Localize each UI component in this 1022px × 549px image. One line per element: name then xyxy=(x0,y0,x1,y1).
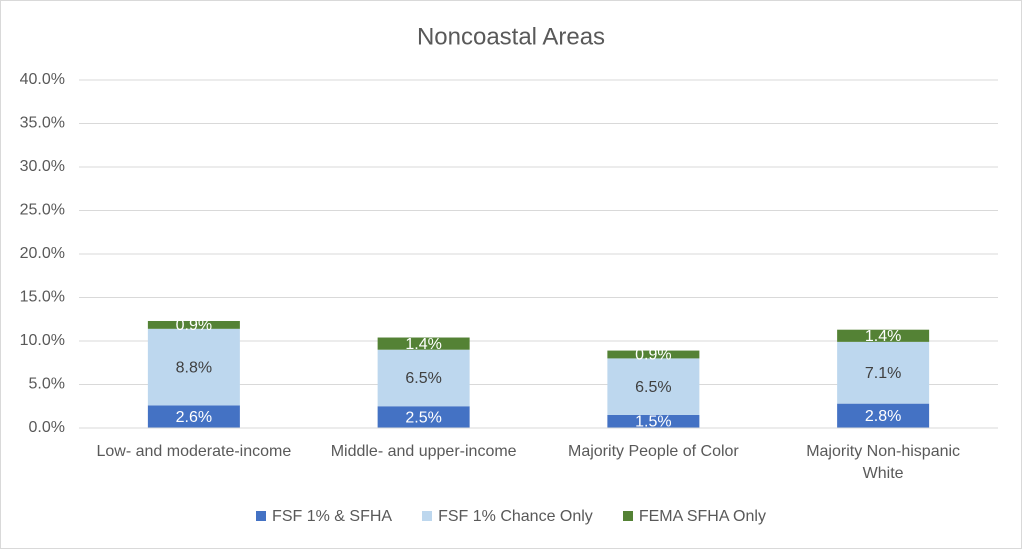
x-tick-label: Middle- and upper-income xyxy=(330,443,517,460)
value-label: 0.9% xyxy=(176,317,212,334)
legend-swatch xyxy=(622,511,633,521)
value-label: 2.5% xyxy=(405,409,441,426)
legend-swatch xyxy=(422,511,433,521)
legend-label: FSF 1% & SFHA xyxy=(272,508,393,525)
legend: FSF 1% & SFHA FSF 1% Chance Only FEMA SFHA… xyxy=(1,508,1021,526)
y-tick-label: 25.0% xyxy=(20,202,65,219)
y-tick-label: 35.0% xyxy=(20,115,65,132)
y-tick-label: 10.0% xyxy=(20,332,65,349)
bar-segment xyxy=(837,329,930,342)
bar-segment xyxy=(147,320,240,329)
value-label: 8.8% xyxy=(176,359,212,376)
y-tick-label: 5.0% xyxy=(29,376,65,393)
bar-segment xyxy=(607,414,700,428)
y-tick-label: 0.0% xyxy=(29,419,65,436)
legend-item: FEMA SFHA Only xyxy=(622,508,766,526)
chart-title: Noncoastal Areas xyxy=(417,23,605,50)
bar-segment xyxy=(377,406,470,428)
bar-segment xyxy=(147,405,240,428)
value-label: 1.4% xyxy=(405,336,441,353)
bar-segment xyxy=(607,350,700,359)
bar-segment xyxy=(607,358,700,415)
legend-label: FSF 1% Chance Only xyxy=(438,508,593,525)
legend-item: FSF 1% & SFHA xyxy=(256,508,392,526)
x-tick-label: Majority People of Color xyxy=(568,443,739,460)
y-tick-label: 20.0% xyxy=(20,245,65,262)
value-label: 1.4% xyxy=(865,328,901,345)
value-label: 6.5% xyxy=(635,379,671,396)
x-tick-label: Low- and moderate-income xyxy=(96,443,292,460)
value-label: 0.9% xyxy=(635,347,671,364)
value-label: 2.6% xyxy=(176,409,212,426)
bar-segment xyxy=(377,337,470,350)
bar-segment xyxy=(837,341,930,404)
bar-segment xyxy=(147,328,240,406)
value-label: 2.8% xyxy=(865,408,901,425)
y-tick-label: 30.0% xyxy=(20,158,65,175)
bar-segment xyxy=(837,403,930,428)
value-label: 6.5% xyxy=(405,370,441,387)
legend-label: FEMA SFHA Only xyxy=(638,508,766,525)
y-tick-label: 40.0% xyxy=(20,71,65,88)
value-label: 7.1% xyxy=(865,365,901,382)
y-tick-label: 15.0% xyxy=(20,289,65,306)
x-tick-label: Majority Non-hispanic White xyxy=(806,443,961,482)
value-label: 1.5% xyxy=(635,414,671,431)
bar-segment xyxy=(377,349,470,407)
legend-swatch xyxy=(256,511,267,521)
legend-item: FSF 1% Chance Only xyxy=(422,508,593,526)
